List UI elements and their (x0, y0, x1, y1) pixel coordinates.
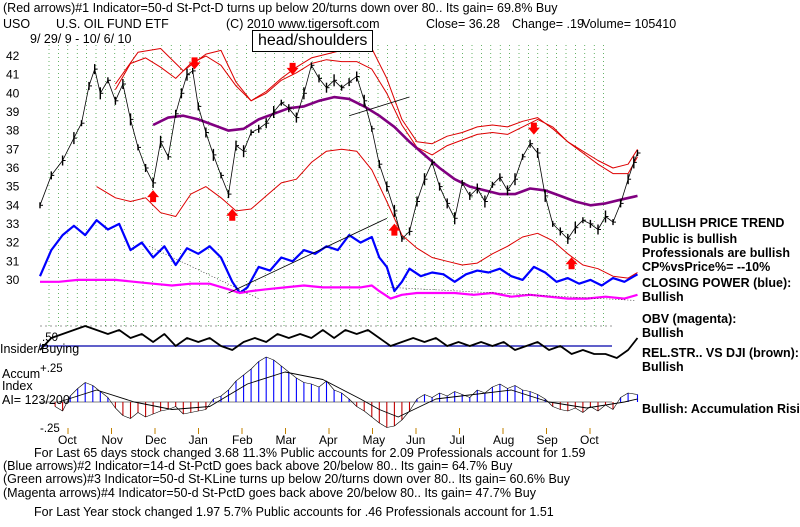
x-tick-label: Nov (102, 433, 123, 447)
x-tick-label: Sep (537, 433, 559, 447)
y-tick-label: 39 (6, 105, 20, 119)
ticker-symbol: USO (3, 17, 31, 31)
x-tick-label: Mar (276, 433, 297, 447)
accum-envelope (54, 356, 638, 428)
red-arrow-up (147, 190, 160, 203)
trendlines-group (149, 96, 636, 301)
y-tick-label: 41 (6, 68, 20, 82)
red-arrow-down (286, 62, 299, 75)
x-tick-label: Jan (189, 433, 208, 447)
y-tick-label: 31 (6, 254, 20, 268)
accum-group (54, 356, 639, 428)
price-grid (40, 45, 612, 403)
plus50-label: .50 (42, 332, 58, 344)
ai-score: AI= 123/200 (2, 393, 70, 407)
footer-line4: (Magenta arrows)#4 Indicator=50-d St-Pct… (3, 486, 536, 500)
red-arrow-up (565, 257, 578, 270)
y-tick-label: 38 (6, 124, 20, 138)
obv-title: OBV (magenta): (642, 312, 737, 326)
lower-band-line (96, 148, 638, 279)
price-line (39, 64, 638, 240)
rel-strength-group (39, 325, 639, 359)
cp-downtrend-line (149, 246, 259, 299)
y-tick-label: 32 (6, 236, 20, 250)
x-tick-label: Dec (145, 433, 166, 447)
x-tick-label: May (363, 433, 386, 447)
relstr-value: Bullish (642, 360, 684, 374)
insider-buying-label: Insider/Buying (0, 342, 80, 356)
copyright: (C) 2010 www.tigersoft.com (226, 17, 380, 31)
y-tick-label: 33 (6, 217, 20, 231)
date-range: 9/ 29/ 9 - 10/ 6/ 10 (30, 32, 132, 46)
closing-power-value: Bullish (642, 290, 684, 304)
x-tick-label: Apr (319, 433, 338, 447)
ma50-group (152, 95, 638, 207)
x-tick-label: Jul (450, 433, 465, 447)
obv-trend-line (390, 287, 636, 301)
close-value: Close= 36.28 (426, 17, 501, 31)
obv-group (40, 278, 638, 300)
header-line1: (Red arrows)#1 Indicator=50-d St-Pct-D t… (3, 1, 558, 15)
accum-ma-line (58, 371, 638, 418)
price-group (39, 62, 641, 244)
trend-title: BULLISH PRICE TREND (642, 216, 785, 230)
cp-ratio: CP%vsPrice%= --10% (642, 260, 771, 274)
x-axis-labels: Oct Nov Dec Jan Feb Mar Apr May Jun Jul Aug Sep Oct (58, 428, 599, 447)
minus25-label: -.25 (40, 423, 60, 435)
red-arrow-up (226, 208, 239, 221)
obv-value: Bullish (642, 326, 684, 340)
x-tick-label: Aug (493, 433, 514, 447)
signal-arrows (147, 57, 578, 270)
upper-outer-band-line (114, 44, 638, 169)
red-arrow-down (527, 122, 540, 135)
obv-line (40, 278, 638, 300)
y-tick-label: 34 (6, 198, 20, 212)
index-label: Index (2, 379, 33, 393)
plus25-label: +.25 (40, 363, 63, 375)
red-arrow-down (188, 57, 201, 70)
relstr-title: REL.STR.. VS DJI (brown): (642, 346, 799, 360)
closing-power-title: CLOSING POWER (blue): (642, 276, 792, 290)
x-tick-label: Feb (232, 433, 253, 447)
y-tick-label: 30 (6, 273, 20, 287)
y-axis-labels: 42 41 40 39 38 37 36 35 34 33 32 31 30 (6, 49, 20, 287)
footer-line1: For Last 65 days stock changed 3.68 11.3… (34, 446, 586, 460)
footer-line2: (Blue arrows)#2 Indicator=14-d St-PctD g… (3, 459, 513, 473)
x-tick-label: Oct (580, 433, 599, 447)
y-tick-label: 36 (6, 161, 20, 175)
public-status: Public is bullish (642, 232, 738, 246)
red-arrow-up (388, 223, 401, 236)
footer-line3: (Green arrows)#3 Indicator=50-d St-KLine… (3, 472, 570, 486)
uptrend-line (228, 217, 388, 294)
bands-group (96, 44, 638, 279)
volume-value: Volume= 105410 (582, 17, 677, 31)
y-tick-label: 37 (6, 142, 20, 156)
fund-name: U.S. OIL FUND ETF (56, 17, 169, 31)
pattern-label: head/shoulders (252, 30, 374, 52)
x-tick-label: Oct (58, 433, 77, 447)
upper-band-line (114, 55, 638, 175)
x-tick-label: Jun (406, 433, 425, 447)
ma50-line (152, 95, 638, 207)
neckline (349, 96, 410, 117)
y-tick-label: 40 (6, 86, 20, 100)
y-tick-label: 42 (6, 49, 20, 63)
professionals-status: Professionals are bullish (642, 246, 790, 260)
footer-line5: For Last Year stock changed 1.97 5.7% Pu… (34, 505, 554, 519)
accum-label: Accum (2, 367, 41, 381)
rel-strength-line (39, 325, 639, 359)
closing-power-group (38, 219, 639, 295)
change-value: Change= .19 (512, 17, 584, 31)
closing-power-line (38, 219, 639, 295)
accum-status: Bullish: Accumulation Rising (642, 402, 800, 416)
y-tick-label: 35 (6, 180, 20, 194)
